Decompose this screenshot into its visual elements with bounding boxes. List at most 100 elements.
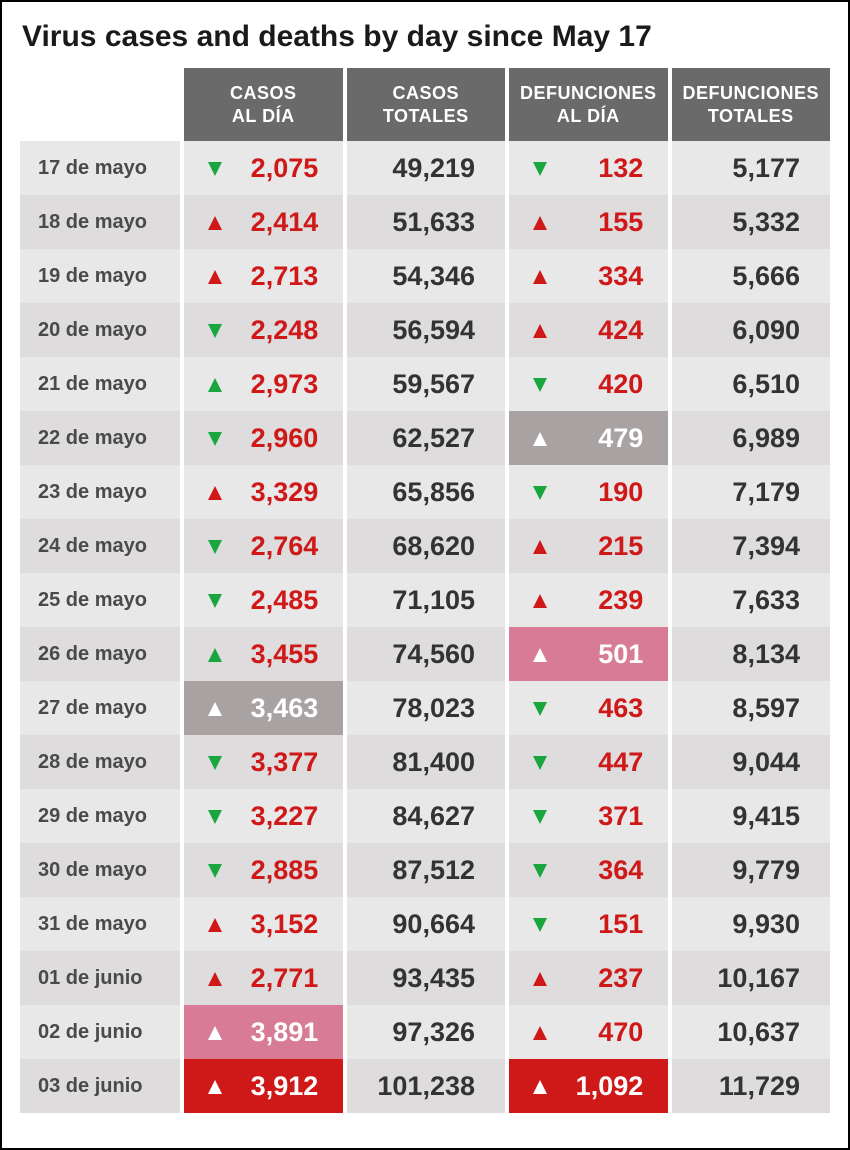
daily-value: 470: [553, 1017, 643, 1048]
cell-deaths-total: 7,179: [672, 465, 831, 519]
cell-date: 22 de mayo: [20, 411, 180, 465]
cell-date: 17 de mayo: [20, 141, 180, 195]
table-row: 30 de mayo2,88587,5123649,779: [20, 843, 830, 897]
daily-value: 237: [553, 963, 643, 994]
cell-cases-total: 101,238: [347, 1059, 506, 1113]
header-cases-total: CASOSTOTALES: [347, 68, 506, 141]
cell-deaths-day: 479: [509, 411, 668, 465]
data-table: CASOSAL DÍA CASOSTOTALES DEFUNCIONESAL D…: [16, 68, 834, 1113]
table-row: 23 de mayo3,32965,8561907,179: [20, 465, 830, 519]
arrow-down-icon: [208, 324, 222, 338]
table-row: 25 de mayo 2,485 71,105 239 7,633: [20, 573, 830, 627]
table-row: 26 de mayo3,45574,5605018,134: [20, 627, 830, 681]
cell-date: 27 de mayo: [20, 681, 180, 735]
daily-value: 190: [553, 477, 643, 508]
daily-value: 3,329: [228, 477, 318, 508]
daily-value: 155: [553, 207, 643, 238]
cell-date: 23 de mayo: [20, 465, 180, 519]
daily-value: 2,414: [228, 207, 318, 238]
cell-deaths-day: 151: [509, 897, 668, 951]
daily-value: 447: [553, 747, 643, 778]
cell-deaths-day: 1,092: [509, 1059, 668, 1113]
arrow-down-icon: [533, 378, 547, 392]
cell-cases-total: 74,560: [347, 627, 506, 681]
cell-deaths-day: 470: [509, 1005, 668, 1059]
cell-cases-day: 3,227: [184, 789, 343, 843]
cell-cases-total: 68,620: [347, 519, 506, 573]
table-row: 02 de junio3,89197,32647010,637: [20, 1005, 830, 1059]
cell-deaths-total: 6,510: [672, 357, 831, 411]
arrow-up-icon: [208, 1026, 222, 1040]
cell-cases-day: 2,885: [184, 843, 343, 897]
cell-deaths-day: 239: [509, 573, 668, 627]
cell-date: 25 de mayo: [20, 573, 180, 627]
cell-date: 28 de mayo: [20, 735, 180, 789]
cell-deaths-total: 6,090: [672, 303, 831, 357]
cell-deaths-day: 237: [509, 951, 668, 1005]
arrow-up-icon: [208, 216, 222, 230]
arrow-down-icon: [533, 864, 547, 878]
header-deaths-total: DEFUNCIONESTOTALES: [672, 68, 831, 141]
arrow-down-icon: [208, 162, 222, 176]
cell-cases-day: 2,960: [184, 411, 343, 465]
cell-deaths-day: 420: [509, 357, 668, 411]
cell-deaths-day: 155: [509, 195, 668, 249]
daily-value: 463: [553, 693, 643, 724]
daily-value: 3,227: [228, 801, 318, 832]
arrow-up-icon: [208, 918, 222, 932]
arrow-up-icon: [533, 594, 547, 608]
cell-date: 20 de mayo: [20, 303, 180, 357]
daily-value: 420: [553, 369, 643, 400]
daily-value: 2,960: [228, 423, 318, 454]
header-deaths-day: DEFUNCIONESAL DÍA: [509, 68, 668, 141]
arrow-down-icon: [533, 810, 547, 824]
arrow-up-icon: [533, 270, 547, 284]
cell-date: 19 de mayo: [20, 249, 180, 303]
header-cases-day: CASOSAL DÍA: [184, 68, 343, 141]
arrow-down-icon: [208, 810, 222, 824]
cell-cases-total: 49,219: [347, 141, 506, 195]
cell-deaths-total: 7,633: [672, 573, 831, 627]
cell-cases-day: 2,075: [184, 141, 343, 195]
cell-cases-total: 78,023: [347, 681, 506, 735]
cell-cases-total: 51,633: [347, 195, 506, 249]
arrow-down-icon: [533, 162, 547, 176]
arrow-down-icon: [533, 756, 547, 770]
table-row: 31 de mayo3,15290,6641519,930: [20, 897, 830, 951]
daily-value: 2,485: [228, 585, 318, 616]
cell-cases-day: 2,414: [184, 195, 343, 249]
cell-cases-day: 2,485: [184, 573, 343, 627]
daily-value: 3,912: [228, 1071, 318, 1102]
table-container: CASOSAL DÍA CASOSTOTALES DEFUNCIONESAL D…: [2, 68, 848, 1113]
cell-cases-day: 2,764: [184, 519, 343, 573]
table-row: 18 de mayo2,41451,6331555,332: [20, 195, 830, 249]
arrow-up-icon: [533, 1026, 547, 1040]
cell-deaths-day: 215: [509, 519, 668, 573]
daily-value: 132: [553, 153, 643, 184]
table-row: 22 de mayo2,96062,5274796,989: [20, 411, 830, 465]
cell-date: 31 de mayo: [20, 897, 180, 951]
cell-cases-total: 97,326: [347, 1005, 506, 1059]
cell-cases-day: 2,713: [184, 249, 343, 303]
daily-value: 239: [553, 585, 643, 616]
daily-value: 479: [553, 423, 643, 454]
cell-cases-total: 71,105: [347, 573, 506, 627]
cell-cases-day: 3,912: [184, 1059, 343, 1113]
cell-deaths-total: 7,394: [672, 519, 831, 573]
cell-cases-total: 90,664: [347, 897, 506, 951]
daily-value: 2,771: [228, 963, 318, 994]
cell-cases-day: 3,152: [184, 897, 343, 951]
cell-cases-day: 3,463: [184, 681, 343, 735]
cell-date: 21 de mayo: [20, 357, 180, 411]
table-row: 28 de mayo3,37781,4004479,044: [20, 735, 830, 789]
cell-cases-day: 2,248: [184, 303, 343, 357]
cell-cases-total: 56,594: [347, 303, 506, 357]
cell-date: 24 de mayo: [20, 519, 180, 573]
cell-date: 02 de junio: [20, 1005, 180, 1059]
cell-deaths-day: 463: [509, 681, 668, 735]
cell-deaths-total: 5,332: [672, 195, 831, 249]
cell-cases-day: 3,455: [184, 627, 343, 681]
cell-deaths-total: 8,597: [672, 681, 831, 735]
arrow-up-icon: [208, 270, 222, 284]
cell-date: 30 de mayo: [20, 843, 180, 897]
